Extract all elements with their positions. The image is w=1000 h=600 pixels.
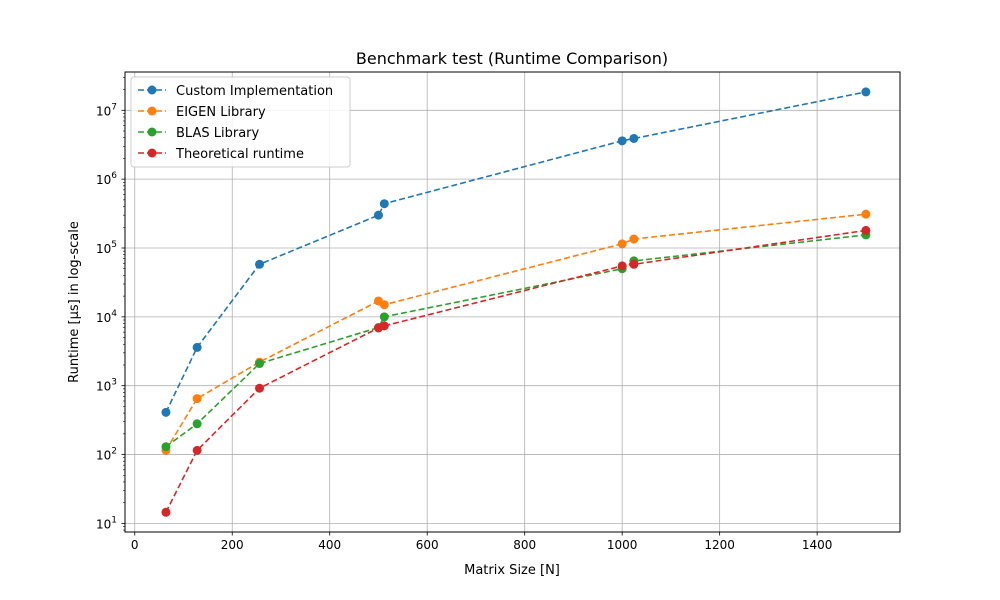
- y-tick-exponent: 3: [111, 378, 117, 388]
- x-tick-label: 200: [221, 538, 244, 552]
- y-tick-exponent: 6: [111, 171, 117, 181]
- x-tick-label: 800: [513, 538, 536, 552]
- legend-label: Custom Implementation: [176, 84, 333, 99]
- legend-label: Theoretical runtime: [175, 147, 304, 162]
- y-tick-label: 102: [96, 447, 117, 463]
- data-point: [379, 321, 389, 331]
- y-tick-base: 10: [96, 311, 111, 325]
- y-tick-base: 10: [96, 173, 111, 187]
- data-point: [861, 225, 871, 235]
- chart-title: Benchmark test (Runtime Comparison): [356, 49, 668, 68]
- x-tick-label: 1400: [802, 538, 833, 552]
- y-tick-base: 10: [96, 380, 111, 394]
- y-tick-label: 106: [96, 171, 117, 187]
- y-tick-exponent: 2: [111, 447, 117, 457]
- x-tick-label: 1200: [704, 538, 735, 552]
- y-tick-label: 107: [96, 102, 117, 118]
- data-point: [192, 419, 202, 429]
- x-tick-label: 1000: [607, 538, 638, 552]
- y-tick-base: 10: [96, 449, 111, 463]
- y-tick-label: 104: [96, 309, 117, 325]
- data-point: [161, 407, 171, 417]
- y-tick-exponent: 5: [111, 240, 117, 250]
- series-line-0: [165, 91, 867, 413]
- data-point: [629, 133, 639, 143]
- x-tick-label: 600: [416, 538, 439, 552]
- data-point: [861, 209, 871, 219]
- legend-swatch-marker: [147, 106, 157, 116]
- legend: Custom Implementation EIGEN Library BLAS L…: [130, 76, 351, 168]
- data-point: [617, 136, 627, 146]
- legend-swatch-marker: [147, 127, 157, 137]
- y-tick-base: 10: [96, 242, 111, 256]
- y-tick-exponent: 7: [111, 102, 117, 112]
- legend-label: EIGEN Library: [176, 105, 266, 120]
- data-point: [379, 300, 389, 310]
- legend-box: [130, 76, 351, 168]
- x-axis-label: Matrix Size [N]: [464, 563, 560, 578]
- data-point: [255, 359, 265, 369]
- y-tick-label: 101: [96, 515, 117, 531]
- data-point: [861, 87, 871, 97]
- data-point: [629, 259, 639, 269]
- y-axis-label: Runtime [μs] in log-scale: [67, 221, 82, 383]
- data-point: [161, 442, 171, 452]
- legend-swatch-marker: [147, 148, 157, 158]
- data-point: [629, 234, 639, 244]
- legend-label: BLAS Library: [176, 126, 259, 141]
- y-tick-base: 10: [96, 104, 111, 118]
- data-point: [192, 394, 202, 404]
- data-point: [617, 261, 627, 271]
- data-point: [192, 445, 202, 455]
- ticks-layer: 0 200 400 600 800 1000 1200 1400101102103104105…: [96, 77, 832, 552]
- data-point: [192, 342, 202, 352]
- plot-frame: [124, 71, 901, 533]
- legend-swatch-marker: [147, 85, 157, 95]
- y-tick-label: 103: [96, 378, 117, 394]
- y-tick-label: 105: [96, 240, 117, 256]
- data-point: [161, 507, 171, 517]
- y-tick-base: 10: [96, 517, 111, 531]
- data-point: [373, 210, 383, 220]
- data-point: [379, 312, 389, 322]
- x-tick-label: 0: [131, 538, 139, 552]
- y-tick-exponent: 4: [111, 309, 117, 319]
- data-point: [255, 383, 265, 393]
- data-point: [255, 259, 265, 269]
- y-tick-exponent: 1: [111, 515, 117, 525]
- series-layer: [161, 87, 871, 517]
- series-line-1: [165, 213, 866, 451]
- x-tick-label: 400: [318, 538, 341, 552]
- data-point: [617, 239, 627, 249]
- data-point: [379, 199, 389, 209]
